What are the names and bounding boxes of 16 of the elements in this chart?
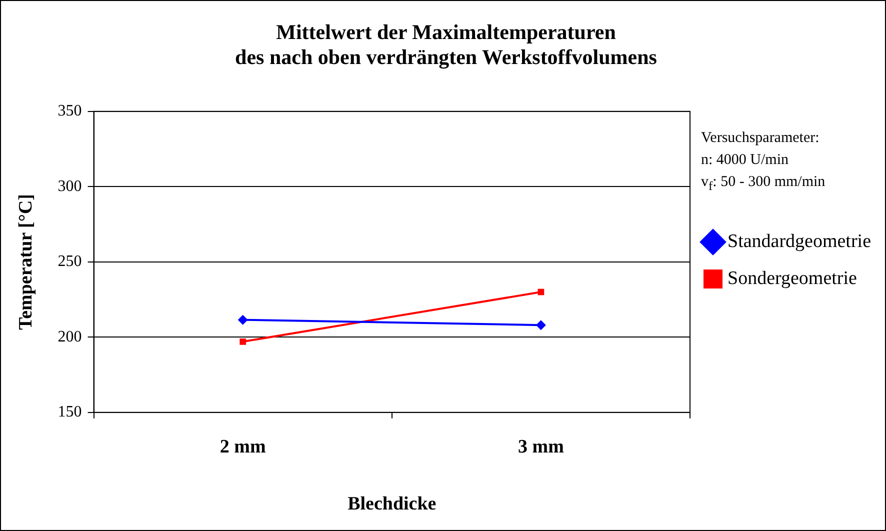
x-axis-title: Blechdicke xyxy=(348,494,436,515)
legend-label: Standardgeometrie xyxy=(728,230,872,252)
point xyxy=(536,320,546,330)
y-tick-label: 300 xyxy=(58,178,82,195)
y-tick-label: 350 xyxy=(58,102,82,120)
x-tick-label: 2 mm xyxy=(220,436,266,458)
x-tick-label: 3 mm xyxy=(518,436,564,458)
text: Versuchsparameter: n: 4000 U/min v$_{f}$: 50 - 300 mm/min xyxy=(701,129,826,195)
y-tick-label: 150 xyxy=(58,404,82,421)
y-tick-label: 200 xyxy=(58,328,82,346)
chart-title: Mittelwert der Maximaltemperaturen des nach oben verdrängten Werkstoffvolumens xyxy=(235,20,657,70)
point xyxy=(238,314,248,325)
y-tick-label: 250 xyxy=(58,253,82,270)
point xyxy=(240,338,246,345)
y-axis-title: Temperatur [°C] xyxy=(15,194,36,330)
legend-label: Sondergeometrie xyxy=(728,268,857,289)
